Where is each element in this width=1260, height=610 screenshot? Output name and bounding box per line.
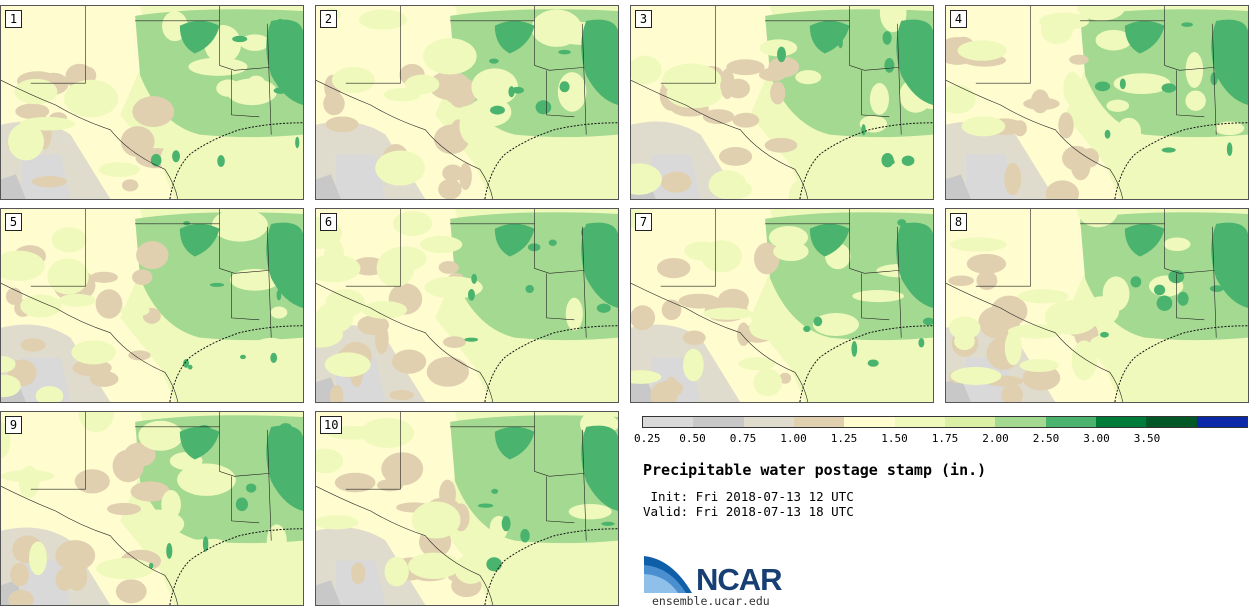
colorbar-tick-label: 1.50 [881, 432, 908, 445]
colorbar-ticks: 0.25 0.50 0.75 1.00 1.25 1.50 1.75 2.00 2.50 3.00… [634, 432, 1248, 446]
stamp-panel-label: 10 [320, 416, 343, 434]
stamp-panel-7: 7 [630, 208, 934, 403]
stamp-panel-label: 9 [5, 416, 22, 434]
colorbar-tick-label: 1.75 [931, 432, 959, 445]
colorbar-tick-label: 3.00 [1083, 432, 1110, 445]
precipitable-water-map [946, 6, 1248, 199]
colorbar-segment [693, 417, 744, 427]
colorbar-segment [643, 417, 694, 427]
precipitable-water-map [946, 209, 1248, 402]
stamp-panel-6: 6 [315, 208, 619, 403]
stamp-panel-label: 7 [635, 213, 652, 231]
ncar-logo-icon [644, 556, 692, 593]
stamp-panel-label: 5 [5, 213, 22, 231]
init-time: Init: Fri 2018-07-13 12 UTC [643, 489, 854, 504]
colorbar-tick-label: 1.00 [780, 432, 807, 445]
stamp-panel-4: 4 [945, 5, 1249, 200]
stamp-panel-label: 1 [5, 10, 22, 28]
precipitable-water-map [1, 412, 303, 605]
colorbar-segment [995, 417, 1046, 427]
colorbar-tick-label: 3.50 [1133, 432, 1161, 445]
precipitable-water-map [1, 209, 303, 402]
precipitable-water-map [631, 209, 933, 402]
colorbar-segment [944, 417, 996, 427]
precipitable-water-map [1, 6, 303, 199]
precipitable-water-map [631, 6, 933, 199]
colorbar-tick-label: 0.75 [729, 432, 757, 445]
colorbar-segment [1146, 417, 1197, 427]
colorbar-tick-label: 1.25 [830, 432, 858, 445]
stamp-panel-10: 10 [315, 411, 619, 606]
valid-time: Valid: Fri 2018-07-13 18 UTC [643, 504, 854, 519]
colorbar-segment [894, 417, 945, 427]
stamp-panel-8: 8 [945, 208, 1249, 403]
stamp-panel-label: 8 [950, 213, 967, 231]
colorbar-tick-label: 0.50 [679, 432, 706, 445]
stamp-panel-3: 3 [630, 5, 934, 200]
colorbar-tick-label: 0.25 [634, 432, 661, 445]
colorbar-tick-label: 2.50 [1032, 432, 1060, 445]
colorbar-segment [793, 417, 845, 427]
stamp-panel-label: 6 [320, 213, 337, 231]
logo-text: NCAR [696, 562, 783, 597]
colorbar-tick-label: 2.00 [982, 432, 1009, 445]
stamp-panel-5: 5 [0, 208, 304, 403]
colorbar-segment [1045, 417, 1096, 427]
colorbar-segment [1196, 417, 1247, 427]
precipitable-water-map [316, 412, 618, 605]
stamp-panel-9: 9 [0, 411, 304, 606]
stamp-panel-1: 1 [0, 5, 304, 200]
colorbar-segment [844, 417, 895, 427]
site-url: ensemble.ucar.edu [652, 594, 770, 608]
stamp-panel-label: 4 [950, 10, 967, 28]
stamp-panel-label: 3 [635, 10, 652, 28]
colorbar-segment [1095, 417, 1147, 427]
colorbar [642, 416, 1248, 428]
chart-title: Precipitable water postage stamp (in.) [643, 461, 987, 479]
precipitable-water-map [316, 6, 618, 199]
stamp-panel-label: 2 [320, 10, 337, 28]
colorbar-segment [743, 417, 794, 427]
stamp-panel-2: 2 [315, 5, 619, 200]
precipitable-water-map [316, 209, 618, 402]
